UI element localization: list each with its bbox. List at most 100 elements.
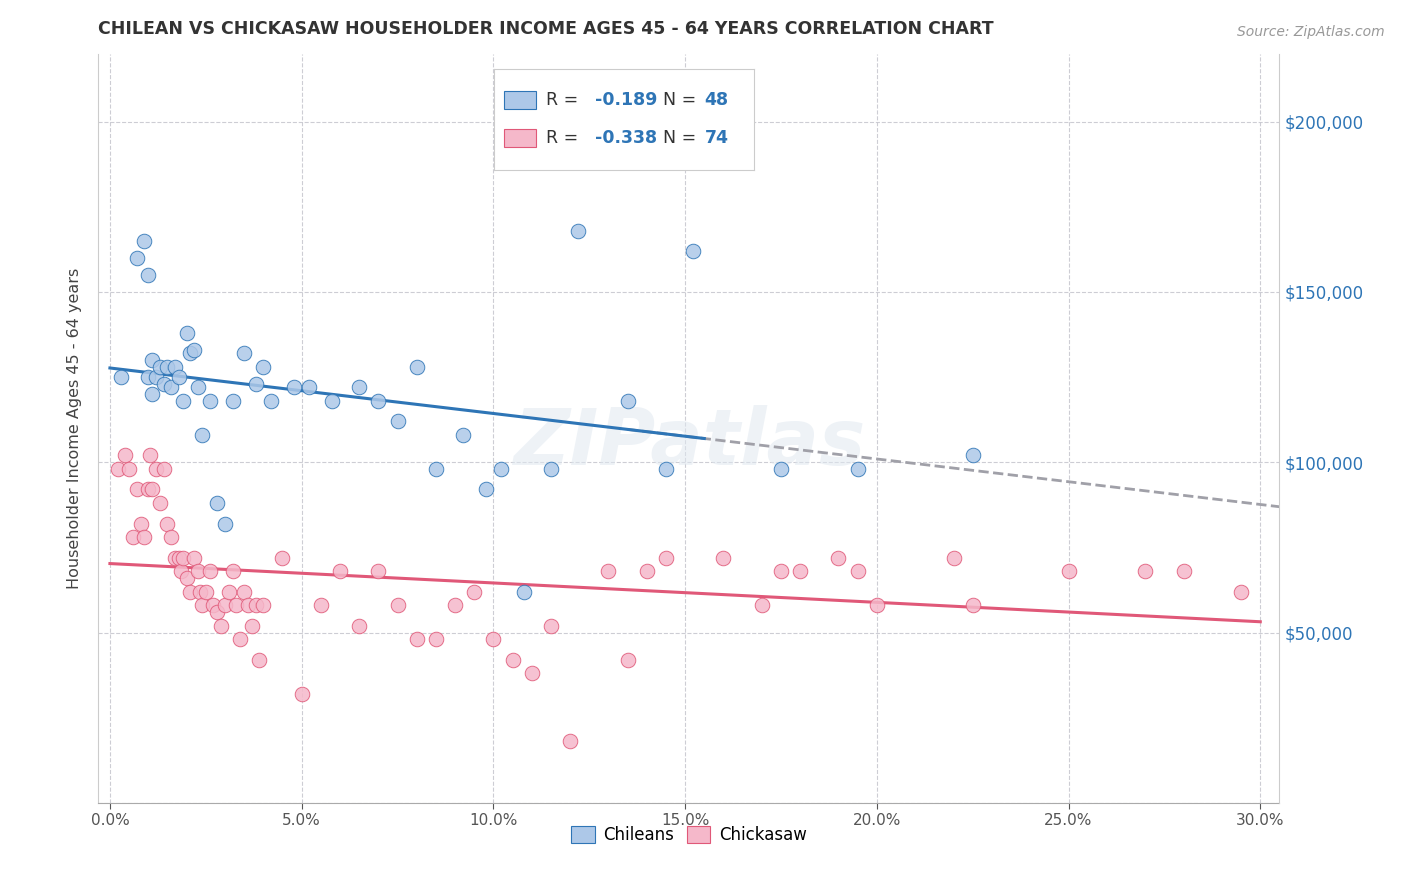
Y-axis label: Householder Income Ages 45 - 64 years: Householder Income Ages 45 - 64 years [67,268,83,589]
Legend: Chileans, Chickasaw: Chileans, Chickasaw [565,819,813,851]
Point [125,483,148,497]
Point [167,370,190,384]
Point [636,564,658,578]
Point [236,599,259,613]
Point [347,618,370,632]
Point [425,462,447,476]
Point [165,359,187,374]
Point [502,653,524,667]
Point [1057,564,1080,578]
Point [962,449,984,463]
Point [540,618,562,632]
Point [245,599,267,613]
Point [187,380,209,394]
Text: ZIPatlas: ZIPatlas [513,405,865,481]
Point [520,666,543,681]
Point [183,343,205,357]
Point [558,734,581,748]
Point [221,564,243,578]
Point [136,268,159,282]
Point [214,516,236,531]
Point [271,550,294,565]
Point [233,584,256,599]
Point [125,251,148,265]
Point [233,346,256,360]
Point [198,564,221,578]
Point [136,370,159,384]
Point [145,370,167,384]
Point [425,632,447,647]
Point [291,687,314,701]
Point [367,393,389,408]
Point [118,462,141,476]
Point [202,599,225,613]
Point [866,599,889,613]
Point [152,462,174,476]
Point [1230,584,1253,599]
Text: CHILEAN VS CHICKASAW HOUSEHOLDER INCOME AGES 45 - 64 YEARS CORRELATION CHART: CHILEAN VS CHICKASAW HOUSEHOLDER INCOME … [98,21,994,38]
Point [176,571,198,585]
Point [107,462,129,476]
Point [249,653,271,667]
Point [194,584,217,599]
Point [245,376,267,391]
Point [240,618,263,632]
Point [329,564,352,578]
Point [179,346,201,360]
Point [229,632,252,647]
Point [347,380,370,394]
Point [207,605,229,619]
Point [682,244,704,258]
Point [165,550,187,565]
Point [655,550,678,565]
Point [846,564,869,578]
Point [598,564,620,578]
Point [172,550,194,565]
Point [962,599,984,613]
Text: Source: ZipAtlas.com: Source: ZipAtlas.com [1237,25,1385,39]
Point [283,380,305,394]
Point [160,380,183,394]
Point [482,632,505,647]
Point [387,414,409,428]
Point [141,483,163,497]
Point [387,599,409,613]
Point [655,462,678,476]
Point [167,550,190,565]
Point [188,584,211,599]
Point [489,462,512,476]
Point [141,353,163,368]
Point [122,530,145,544]
Point [252,359,274,374]
Point [616,653,638,667]
Point [207,496,229,510]
Point [198,393,221,408]
Point [156,359,179,374]
Point [136,483,159,497]
Point [225,599,247,613]
Point [152,376,174,391]
Point [846,462,869,476]
Point [129,516,152,531]
Point [176,326,198,340]
Point [191,428,214,442]
Point [942,550,965,565]
Point [149,496,172,510]
Point [1135,564,1157,578]
Point [260,393,283,408]
Point [769,462,792,476]
Point [218,584,240,599]
Point [444,599,467,613]
Point [134,530,156,544]
Point [114,449,136,463]
Point [221,393,243,408]
Point [110,370,132,384]
Point [1173,564,1195,578]
Point [298,380,321,394]
Point [751,599,773,613]
Point [474,483,496,497]
Point [567,224,589,238]
Point [827,550,849,565]
Point [214,599,236,613]
Point [172,393,194,408]
